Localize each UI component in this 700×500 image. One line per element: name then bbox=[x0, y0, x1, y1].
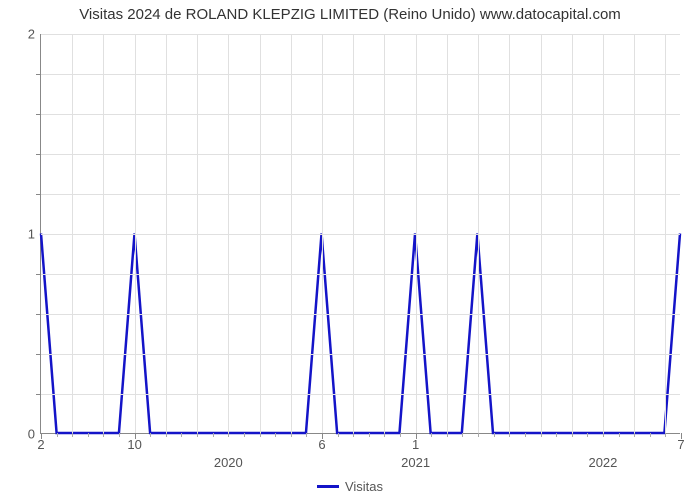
h-gridline bbox=[41, 314, 680, 315]
y-minor-tick bbox=[36, 194, 41, 195]
x-minor-tick bbox=[166, 433, 167, 437]
h-gridline bbox=[41, 154, 680, 155]
v-gridline bbox=[447, 34, 448, 433]
v-gridline bbox=[572, 34, 573, 433]
x-tick-label: 6 bbox=[318, 433, 325, 452]
x-minor-tick bbox=[119, 433, 120, 437]
x-minor-tick bbox=[353, 433, 354, 437]
x-tick-label: 2 bbox=[37, 433, 44, 452]
v-gridline bbox=[665, 34, 666, 433]
chart-container: Visitas 2024 de ROLAND KLEPZIG LIMITED (… bbox=[0, 0, 700, 500]
x-minor-tick bbox=[650, 433, 651, 437]
x-minor-tick bbox=[462, 433, 463, 437]
v-gridline bbox=[197, 34, 198, 433]
v-gridline bbox=[478, 34, 479, 433]
v-gridline bbox=[166, 34, 167, 433]
x-minor-tick bbox=[260, 433, 261, 437]
y-tick-label: 2 bbox=[28, 27, 41, 42]
x-minor-tick bbox=[447, 433, 448, 437]
x-minor-tick bbox=[72, 433, 73, 437]
series-line bbox=[41, 234, 680, 434]
x-minor-tick bbox=[338, 433, 339, 437]
v-gridline bbox=[384, 34, 385, 433]
x-minor-tick bbox=[478, 433, 479, 437]
y-minor-tick bbox=[36, 274, 41, 275]
v-gridline bbox=[634, 34, 635, 433]
legend: Visitas bbox=[0, 478, 700, 494]
y-minor-tick bbox=[36, 74, 41, 75]
x-minor-tick bbox=[525, 433, 526, 437]
x-minor-tick bbox=[150, 433, 151, 437]
v-gridline bbox=[103, 34, 104, 433]
v-gridline bbox=[416, 34, 417, 433]
x-minor-tick bbox=[369, 433, 370, 437]
x-tick-label: 10 bbox=[127, 433, 141, 452]
y-minor-tick bbox=[36, 394, 41, 395]
legend-label: Visitas bbox=[345, 479, 383, 494]
x-year-label: 2020 bbox=[214, 433, 243, 470]
v-gridline bbox=[353, 34, 354, 433]
x-minor-tick bbox=[291, 433, 292, 437]
v-gridline bbox=[603, 34, 604, 433]
x-minor-tick bbox=[57, 433, 58, 437]
h-gridline bbox=[41, 354, 680, 355]
legend-swatch bbox=[317, 485, 339, 488]
v-gridline bbox=[260, 34, 261, 433]
h-gridline bbox=[41, 194, 680, 195]
chart-title: Visitas 2024 de ROLAND KLEPZIG LIMITED (… bbox=[0, 0, 700, 30]
x-minor-tick bbox=[541, 433, 542, 437]
h-gridline bbox=[41, 394, 680, 395]
v-gridline bbox=[291, 34, 292, 433]
x-minor-tick bbox=[556, 433, 557, 437]
x-minor-tick bbox=[275, 433, 276, 437]
x-minor-tick bbox=[431, 433, 432, 437]
x-minor-tick bbox=[494, 433, 495, 437]
x-minor-tick bbox=[509, 433, 510, 437]
x-tick-label: 7 bbox=[677, 433, 684, 452]
v-gridline bbox=[322, 34, 323, 433]
y-minor-tick bbox=[36, 314, 41, 315]
y-minor-tick bbox=[36, 114, 41, 115]
x-minor-tick bbox=[88, 433, 89, 437]
x-minor-tick bbox=[306, 433, 307, 437]
h-gridline bbox=[41, 114, 680, 115]
y-minor-tick bbox=[36, 354, 41, 355]
x-year-label: 2022 bbox=[588, 433, 617, 470]
x-minor-tick bbox=[181, 433, 182, 437]
v-gridline bbox=[72, 34, 73, 433]
h-gridline bbox=[41, 234, 680, 235]
x-minor-tick bbox=[665, 433, 666, 437]
v-gridline bbox=[135, 34, 136, 433]
x-minor-tick bbox=[103, 433, 104, 437]
x-minor-tick bbox=[634, 433, 635, 437]
h-gridline bbox=[41, 34, 680, 35]
x-minor-tick bbox=[197, 433, 198, 437]
h-gridline bbox=[41, 74, 680, 75]
x-minor-tick bbox=[244, 433, 245, 437]
x-minor-tick bbox=[572, 433, 573, 437]
v-gridline bbox=[228, 34, 229, 433]
v-gridline bbox=[541, 34, 542, 433]
y-tick-label: 1 bbox=[28, 227, 41, 242]
v-gridline bbox=[509, 34, 510, 433]
x-minor-tick bbox=[384, 433, 385, 437]
x-year-label: 2021 bbox=[401, 433, 430, 470]
x-minor-tick bbox=[619, 433, 620, 437]
y-minor-tick bbox=[36, 154, 41, 155]
h-gridline bbox=[41, 274, 680, 275]
plot-area: 012210617202020212022 bbox=[40, 34, 680, 434]
